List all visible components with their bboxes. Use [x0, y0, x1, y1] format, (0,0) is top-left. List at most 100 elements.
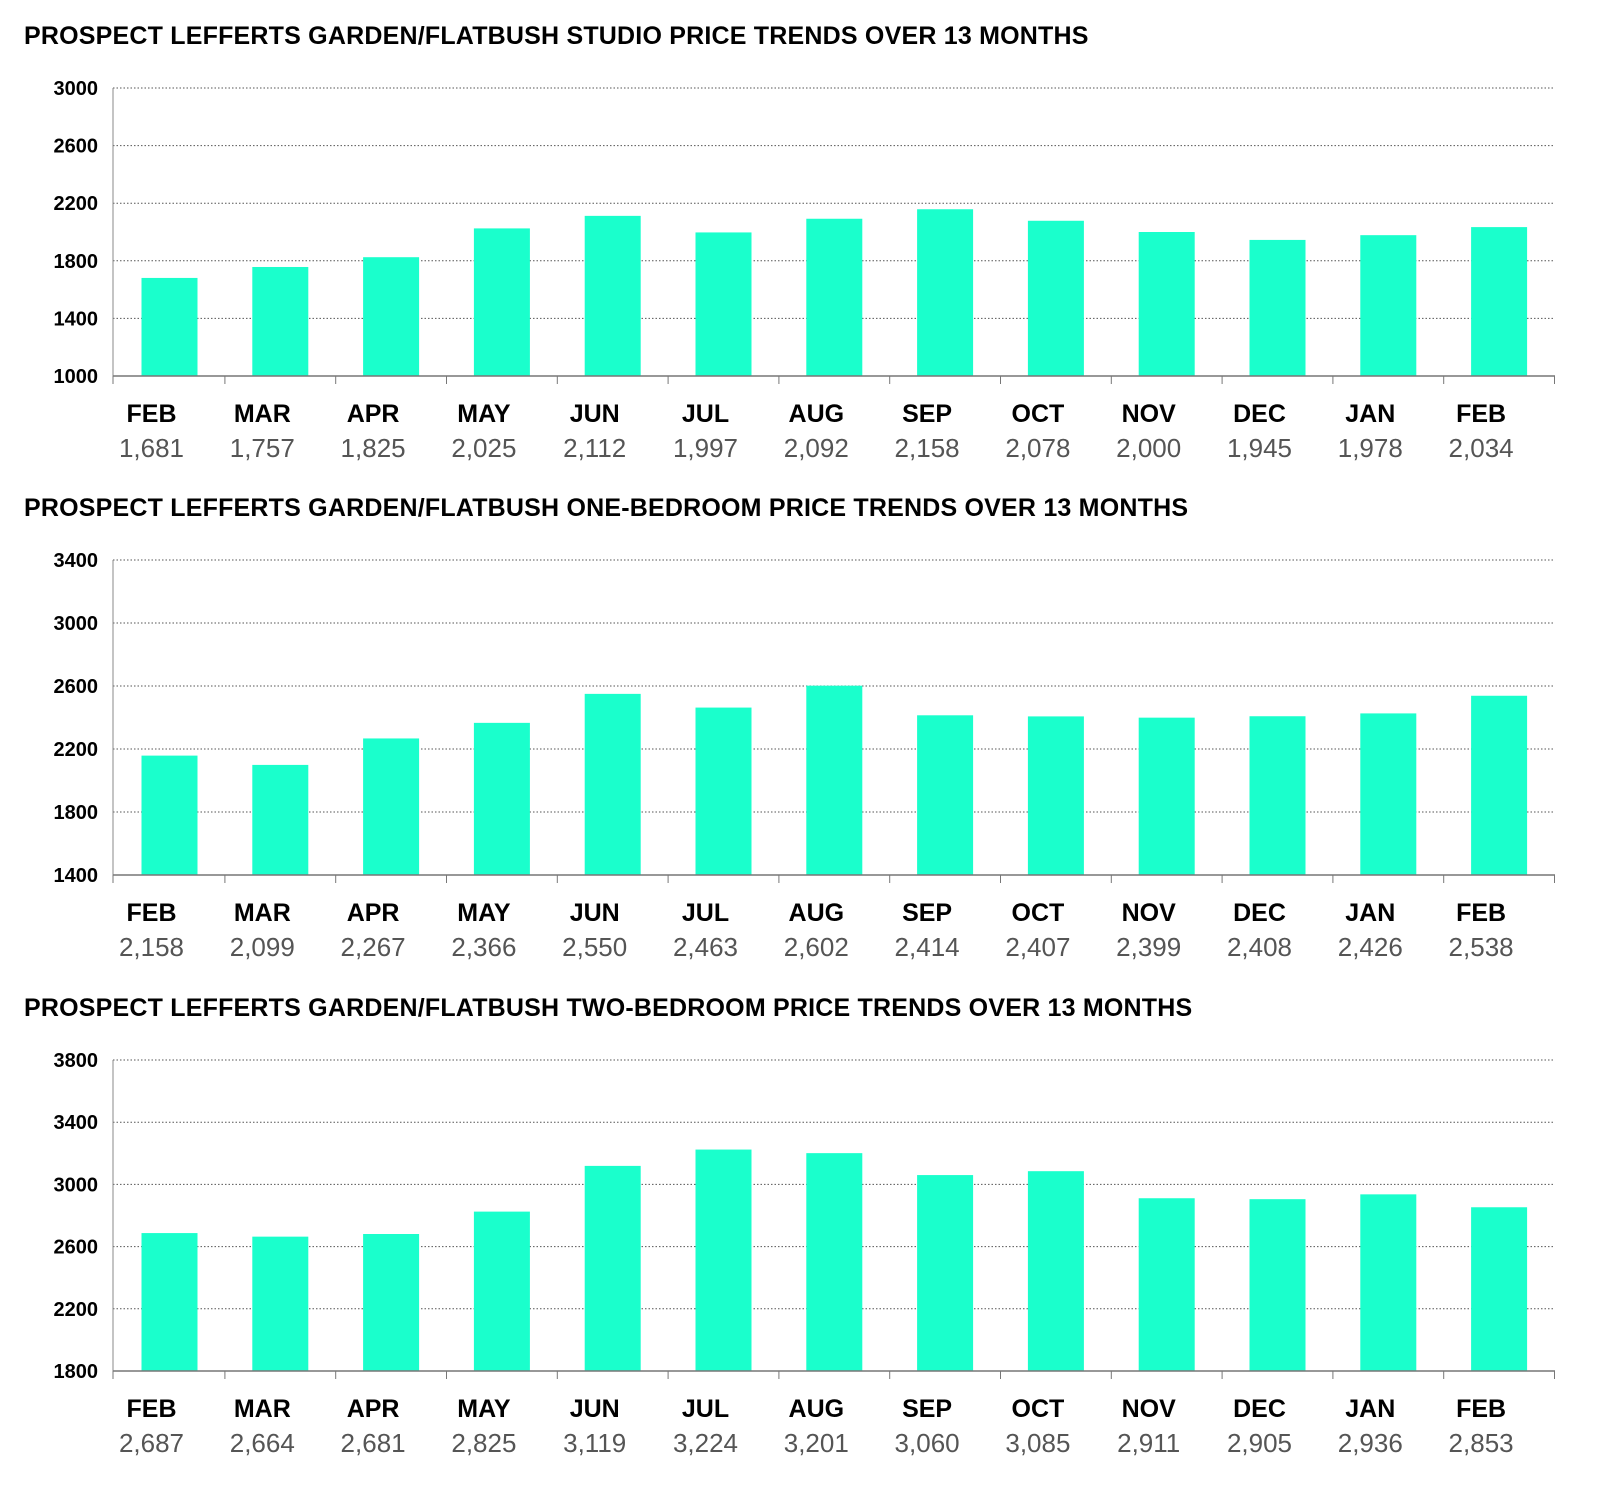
- chart-title-studio: PROSPECT LEFFERTS GARDEN/FLATBUSH STUDIO…: [24, 22, 1089, 50]
- y-tick-label: 2200: [54, 1299, 99, 1321]
- x-category-label: JUL: [682, 899, 729, 927]
- y-tick-label: 1800: [54, 1361, 99, 1383]
- bar-oct: [1027, 220, 1084, 376]
- y-tick-label: 1800: [54, 251, 99, 273]
- x-category-label: JAN: [1345, 400, 1395, 428]
- bar-mar: [252, 764, 309, 875]
- chart-title-two-bedroom: PROSPECT LEFFERTS GARDEN/FLATBUSH TWO-BE…: [24, 994, 1193, 1022]
- x-category-label: MAY: [457, 400, 511, 428]
- bar-aug: [806, 1153, 863, 1371]
- data-value-label: 2,408: [1227, 932, 1292, 962]
- bar-feb: [1471, 227, 1528, 376]
- data-value-label: 3,119: [563, 1428, 626, 1458]
- x-category-label: APR: [347, 400, 400, 428]
- x-category-label: NOV: [1122, 1395, 1177, 1423]
- bar-apr: [363, 738, 420, 875]
- x-category-label: MAR: [234, 1395, 291, 1423]
- y-tick-label: 3800: [54, 1050, 99, 1072]
- bar-may: [473, 1211, 530, 1371]
- data-value-label: 2,687: [119, 1428, 184, 1458]
- bar-may: [473, 722, 530, 875]
- x-category-label: FEB: [1456, 1395, 1506, 1423]
- x-category-label: APR: [347, 899, 400, 927]
- data-value-label: 1,825: [341, 433, 406, 463]
- x-category-label: JUN: [570, 899, 620, 927]
- y-tick-label: 2600: [54, 1237, 99, 1259]
- bar-jun: [584, 693, 641, 875]
- data-value-label: 2,681: [341, 1428, 406, 1458]
- bar-dec: [1249, 1199, 1306, 1371]
- bar-dec: [1249, 239, 1306, 376]
- data-value-label: 2,936: [1338, 1428, 1403, 1458]
- bar-aug: [806, 218, 863, 376]
- data-value-label: 1,997: [673, 433, 738, 463]
- data-value-label: 2,158: [895, 433, 960, 463]
- chart-studio: 1000 1400 1800 2200 2600 3000 FEB 1,681 MAR 1,757…: [54, 78, 1555, 463]
- data-value-label: 3,085: [1005, 1428, 1070, 1458]
- bar-jan: [1360, 1194, 1417, 1371]
- bar-oct: [1027, 716, 1084, 875]
- x-category-label: FEB: [1456, 899, 1506, 927]
- x-category-label: FEB: [1456, 400, 1506, 428]
- x-category-label: DEC: [1233, 1395, 1286, 1423]
- data-value-label: 2,538: [1449, 932, 1514, 962]
- bar-dec: [1249, 716, 1306, 875]
- bar-apr: [363, 257, 420, 376]
- data-value-label: 2,399: [1116, 932, 1181, 962]
- y-tick-label: 3000: [54, 1174, 99, 1196]
- x-category-label: AUG: [789, 400, 845, 428]
- y-tick-label: 1800: [54, 802, 99, 824]
- x-category-label: JUL: [682, 400, 729, 428]
- data-value-label: 2,550: [562, 932, 627, 962]
- chart-two-bedroom: 1800 2200 2600 3000 3400 3800 FEB 2,687 MAR 2,664…: [54, 1050, 1555, 1458]
- y-tick-label: 2600: [54, 676, 99, 698]
- data-value-label: 2,911: [1117, 1428, 1180, 1458]
- data-value-label: 2,092: [784, 433, 849, 463]
- chart-one-bedroom: 1400 1800 2200 2600 3000 3400 FEB 2,158 MAR 2,099…: [54, 550, 1555, 962]
- y-tick-label: 3400: [54, 1112, 99, 1134]
- x-category-label: SEP: [902, 899, 952, 927]
- bar-jan: [1360, 235, 1417, 376]
- bar-jun: [584, 1165, 641, 1371]
- bar-feb: [1471, 695, 1528, 875]
- x-category-label: JAN: [1345, 899, 1395, 927]
- bar-jul: [695, 707, 752, 875]
- x-category-label: FEB: [127, 400, 177, 428]
- data-value-label: 3,224: [673, 1428, 738, 1458]
- x-category-label: MAR: [234, 400, 291, 428]
- data-value-label: 2,407: [1005, 932, 1070, 962]
- x-category-label: JAN: [1345, 1395, 1395, 1423]
- bar-jan: [1360, 713, 1417, 875]
- bar-jul: [695, 1149, 752, 1371]
- x-category-label: JUN: [570, 1395, 620, 1423]
- x-category-label: OCT: [1012, 1395, 1065, 1423]
- bar-feb: [141, 277, 198, 376]
- x-category-label: MAY: [457, 1395, 511, 1423]
- data-value-label: 2,426: [1338, 932, 1403, 962]
- y-tick-label: 2600: [54, 136, 99, 158]
- bar-nov: [1138, 717, 1195, 875]
- data-value-label: 1,945: [1227, 433, 1292, 463]
- chart-title-one-bedroom: PROSPECT LEFFERTS GARDEN/FLATBUSH ONE-BE…: [24, 494, 1189, 522]
- data-value-label: 2,158: [119, 932, 184, 962]
- y-tick-label: 3400: [54, 550, 99, 572]
- data-value-label: 2,366: [451, 932, 516, 962]
- data-value-label: 2,025: [451, 433, 516, 463]
- data-value-label: 2,664: [230, 1428, 295, 1458]
- x-category-label: JUL: [682, 1395, 729, 1423]
- bar-sep: [917, 1175, 974, 1371]
- y-tick-label: 2200: [54, 193, 99, 215]
- data-value-label: 1,681: [119, 433, 184, 463]
- x-category-label: FEB: [127, 899, 177, 927]
- data-value-label: 2,112: [563, 433, 626, 463]
- data-value-label: 2,825: [451, 1428, 516, 1458]
- bar-oct: [1027, 1171, 1084, 1371]
- x-category-label: APR: [347, 1395, 400, 1423]
- bar-apr: [363, 1234, 420, 1371]
- x-category-label: JUN: [570, 400, 620, 428]
- data-value-label: 2,078: [1005, 433, 1070, 463]
- bar-feb: [141, 755, 198, 875]
- x-category-label: SEP: [902, 1395, 952, 1423]
- data-value-label: 3,060: [895, 1428, 960, 1458]
